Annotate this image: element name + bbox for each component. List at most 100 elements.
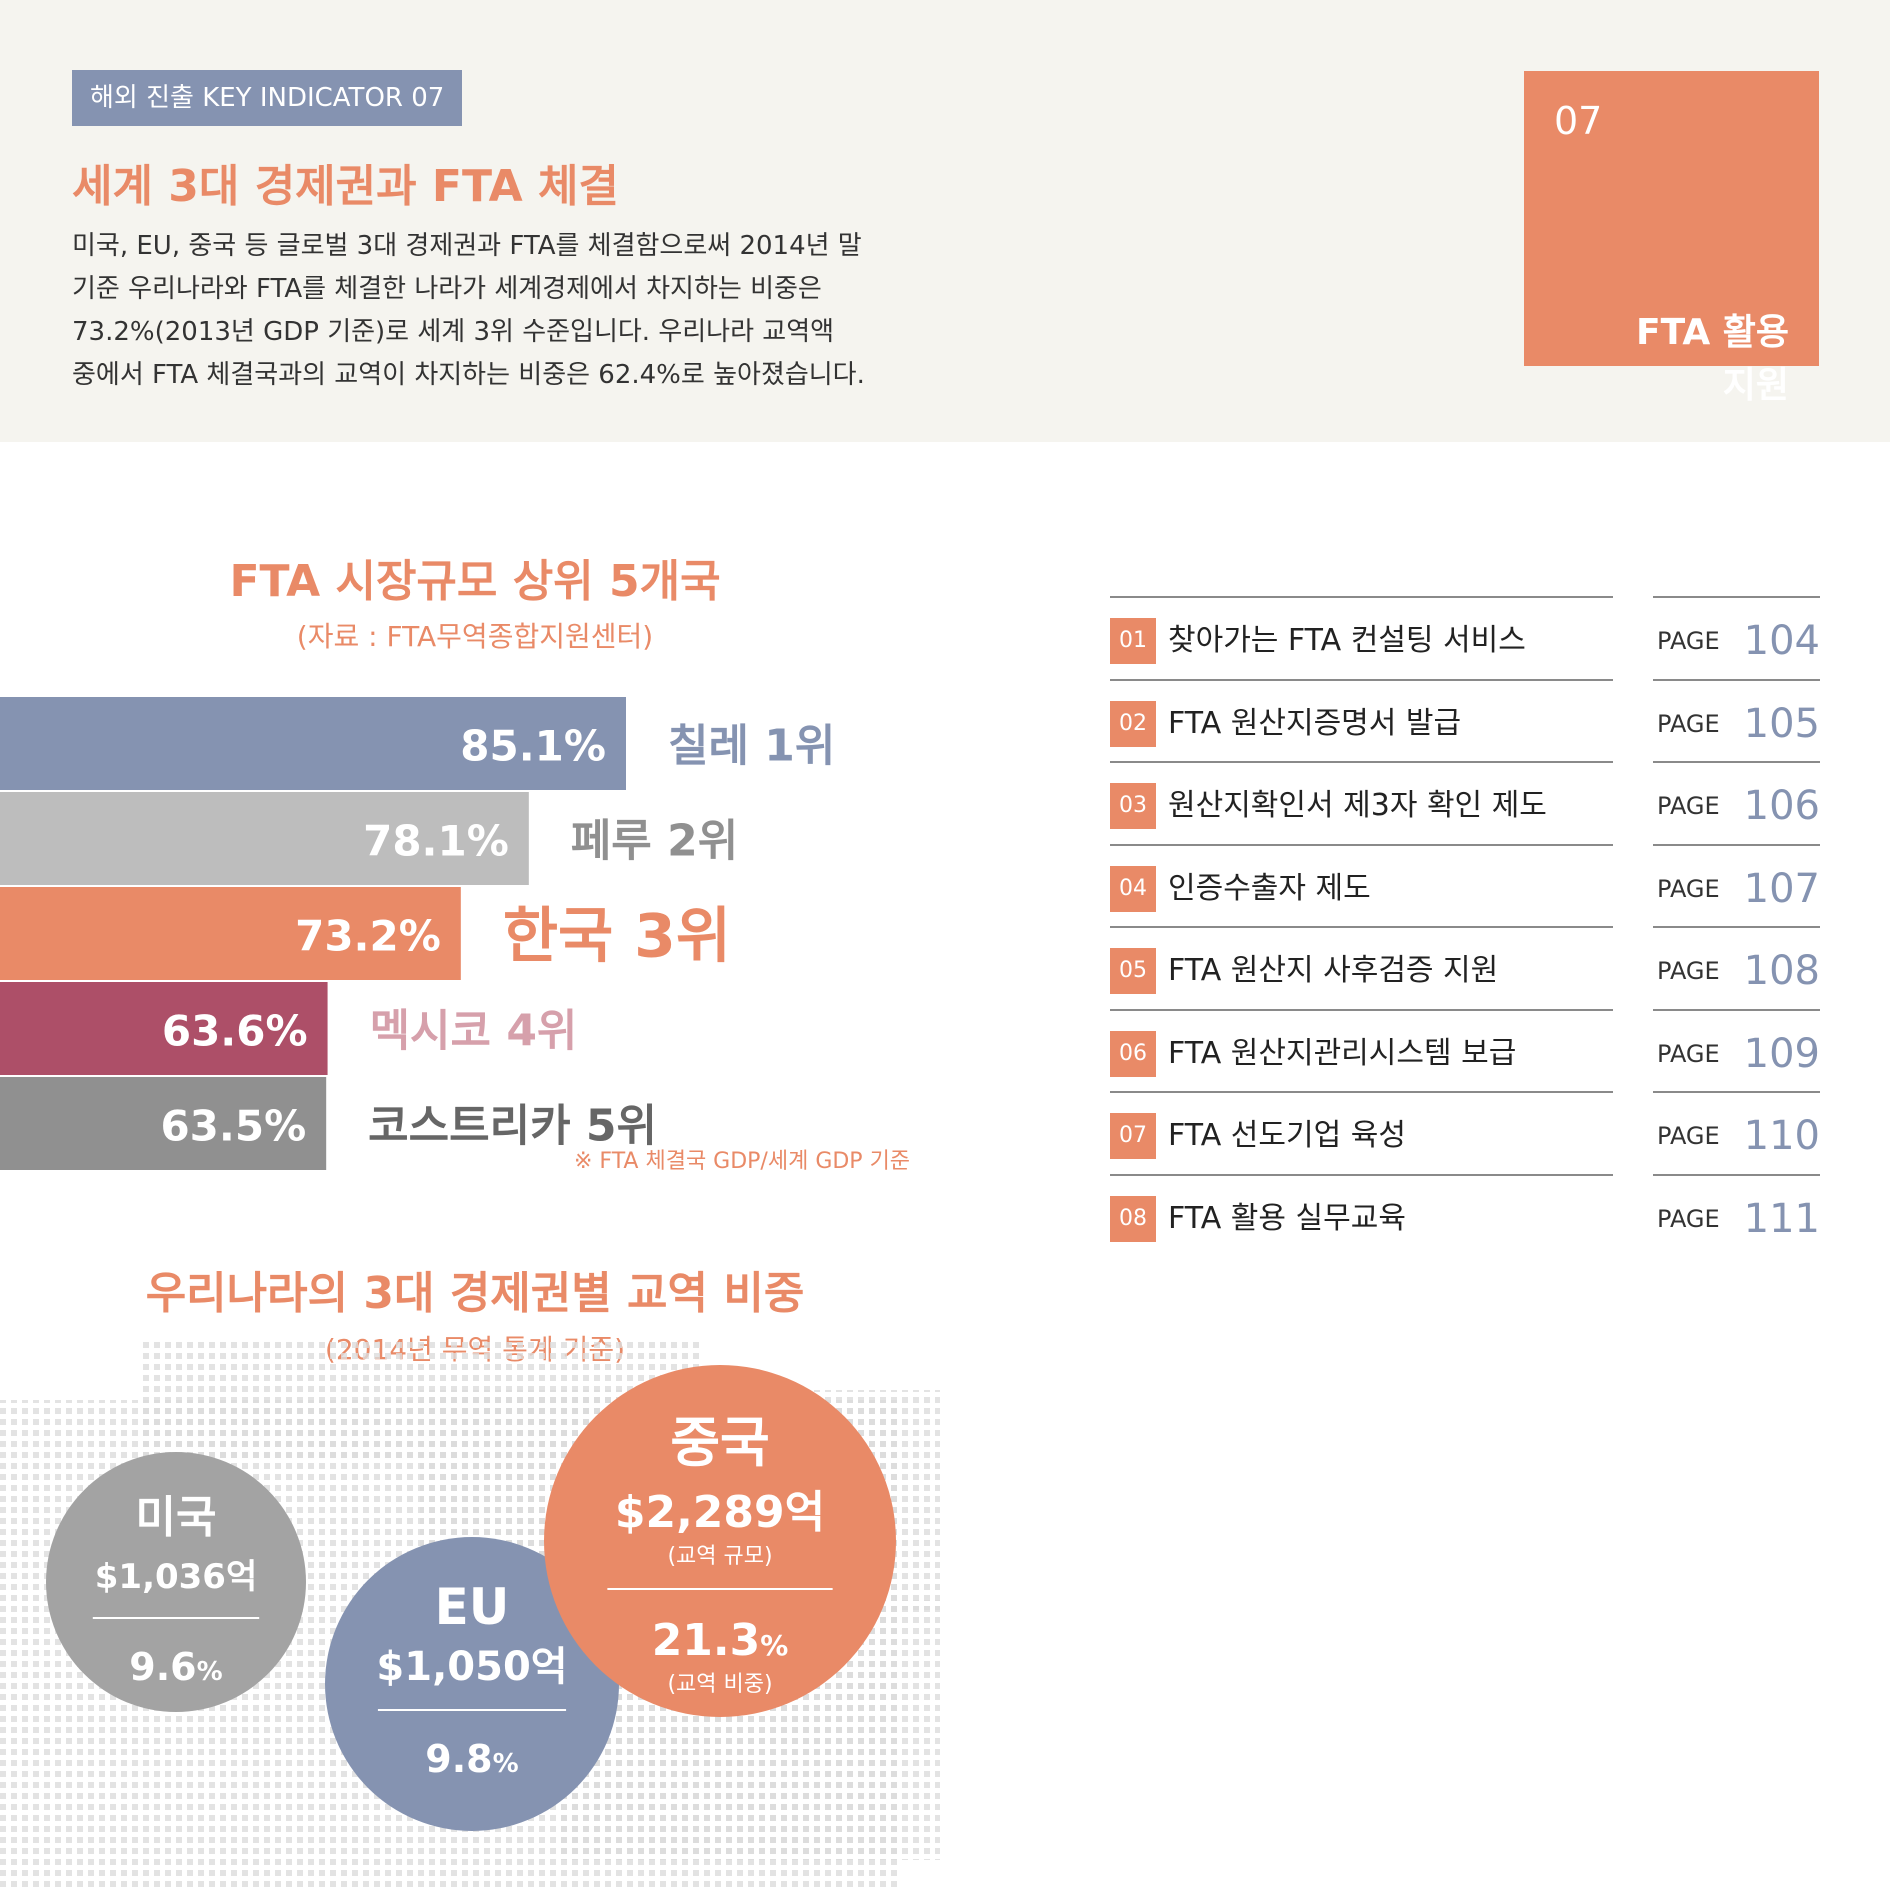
divider (1653, 843, 1820, 846)
bubble-amount-caption: (교역 규모) (667, 1544, 772, 1569)
bubble-share-value: 9.6 (129, 1645, 196, 1689)
bar-value-label: 78.1% (363, 817, 509, 866)
bar-category-label: 칠레 1위 (668, 721, 835, 772)
toc-item[interactable]: 02 FTA 원산지증명서 발급 PAGE 105 (1110, 678, 1820, 762)
bubble-amount: $2,289억 (615, 1487, 825, 1538)
toc-page-label: PAGE (1657, 709, 1720, 738)
toc-page-number: 111 (1743, 1195, 1820, 1242)
bar-chart-title: FTA 시장규모 상위 5개국 (229, 556, 721, 607)
toc-page-label: PAGE (1657, 1039, 1720, 1068)
toc-page-number: 104 (1743, 618, 1820, 664)
toc-page-label: PAGE (1657, 792, 1720, 820)
divider (1653, 596, 1820, 598)
toc-item[interactable]: 05 FTA 원산지 사후검증 지원 PAGE 108 (1110, 926, 1820, 1009)
toc-label: 찾아가는 FTA 컨설팅 서비스 (1168, 623, 1526, 658)
divider (1653, 678, 1820, 681)
page-title: 세계 3대 경제권과 FTA 체결 (72, 161, 619, 212)
toc-number: 08 (1110, 1195, 1156, 1242)
toc-page-number: 106 (1743, 783, 1820, 829)
bar-value-label: 63.6% (162, 1007, 308, 1056)
divider (1110, 843, 1613, 846)
divider (1110, 1008, 1613, 1011)
toc-number: 01 (1110, 618, 1156, 664)
bar-value-label: 63.5% (160, 1102, 306, 1151)
divider (1653, 1008, 1820, 1011)
toc-number: 06 (1110, 1030, 1156, 1077)
bar-chart-note: ※ FTA 체결국 GDP/세계 GDP 기준 (574, 1149, 911, 1174)
bar-value-label: 73.2% (295, 912, 441, 961)
bubble-share: 9.8% (425, 1737, 518, 1781)
indicator-tag: 해외 진출 KEY INDICATOR 07 (72, 70, 463, 126)
divider (1653, 761, 1820, 763)
bubble-share: 21.3% (652, 1615, 789, 1666)
bubble-amount: $1,036억 (95, 1557, 257, 1597)
toc-item[interactable]: 03 원산지확인서 제3자 확인 제도 PAGE 106 (1110, 761, 1820, 844)
bar-category-label: 멕시코 4위 (370, 1006, 578, 1057)
bubble (46, 1452, 306, 1712)
toc-item[interactable]: 07 FTA 선도기업 육성 PAGE 110 (1110, 1091, 1820, 1174)
section-box: 07 FTA 활용 지원 (1524, 71, 1819, 406)
bubble (325, 1537, 619, 1831)
toc-item[interactable]: 08 FTA 활용 실무교육 PAGE 111 (1110, 1173, 1820, 1257)
bubble-chart-title: 우리나라의 3대 경제권별 교역 비중 (145, 1268, 805, 1319)
bubble-name: 미국 (136, 1492, 217, 1543)
toc-page-number: 107 (1743, 865, 1820, 912)
toc-page-number: 110 (1743, 1113, 1820, 1159)
section-label-line1: FTA 활용 (1636, 312, 1789, 353)
bubble-share-caption: (교역 비중) (667, 1672, 772, 1697)
divider (1110, 596, 1613, 598)
divider (1653, 926, 1820, 928)
bar (0, 1077, 327, 1170)
toc-label: 원산지확인서 제3자 확인 제도 (1168, 788, 1547, 823)
toc-label: FTA 활용 실무교육 (1168, 1200, 1406, 1236)
divider (1653, 1091, 1820, 1093)
bubble-share-value: 9.8 (425, 1737, 492, 1781)
description-line: 중에서 FTA 체결국과의 교역이 차지하는 비중은 62.4%로 높아졌습니다… (72, 360, 865, 390)
divider (1110, 926, 1613, 928)
bubble-amount: $1,050억 (376, 1644, 567, 1690)
bubble-share: 9.6% (129, 1645, 222, 1689)
section-label-line2: 지원 (1722, 365, 1789, 406)
bar-chart-subtitle: (자료 : FTA무역종합지원센터) (296, 620, 654, 653)
toc-page-number: 109 (1743, 1030, 1820, 1077)
toc-label: FTA 원산지증명서 발급 (1168, 705, 1462, 741)
toc-page-label: PAGE (1657, 957, 1720, 985)
toc-item[interactable]: 01 찾아가는 FTA 컨설팅 서비스 PAGE 104 (1110, 596, 1820, 679)
bubble-share-unit: % (493, 1749, 519, 1779)
toc-page-number: 105 (1743, 700, 1820, 747)
toc-page-label: PAGE (1657, 627, 1720, 655)
toc-list: 01 찾아가는 FTA 컨설팅 서비스 PAGE 104 02 FTA 원산지증… (1110, 596, 1820, 1256)
toc-page-number: 108 (1743, 948, 1820, 994)
bubble-share-value: 21.3 (652, 1615, 761, 1666)
bar (0, 887, 461, 980)
bar (0, 982, 328, 1075)
bar-category-label: 코스트리카 5위 (368, 1101, 657, 1152)
bar (0, 697, 626, 790)
bar-category-label: 페루 2위 (571, 816, 738, 867)
toc-number: 05 (1110, 948, 1156, 994)
bar (0, 792, 529, 885)
section-number: 07 (1554, 99, 1603, 143)
description-line: 미국, EU, 중국 등 글로벌 3대 경제권과 FTA를 체결함으로써 201… (72, 231, 862, 261)
toc-label: FTA 원산지관리시스템 보급 (1168, 1035, 1517, 1071)
toc-label: FTA 원산지 사후검증 지원 (1168, 953, 1499, 988)
toc-label: FTA 선도기업 육성 (1168, 1118, 1406, 1153)
toc-page-label: PAGE (1657, 1122, 1720, 1150)
bar-category-label: 한국 3위 (503, 902, 731, 972)
toc-page-label: PAGE (1657, 874, 1720, 903)
toc-page-label: PAGE (1657, 1204, 1720, 1233)
description: 미국, EU, 중국 등 글로벌 3대 경제권과 FTA를 체결함으로써 201… (72, 225, 892, 397)
bubble-name: EU (435, 1578, 510, 1636)
divider (1110, 761, 1613, 763)
toc-number: 03 (1110, 783, 1156, 829)
description-line: 73.2%(2013년 GDP 기준)로 세계 3위 수준입니다. 우리나라 교… (72, 317, 835, 347)
toc-item[interactable]: 06 FTA 원산지관리시스템 보급 PAGE 109 (1110, 1008, 1820, 1092)
bubble (544, 1365, 896, 1717)
toc-number: 07 (1110, 1113, 1156, 1159)
toc-label: 인증수출자 제도 (1168, 870, 1371, 906)
toc-number: 04 (1110, 865, 1156, 912)
bubble-share-unit: % (760, 1629, 788, 1662)
toc-item[interactable]: 04 인증수출자 제도 PAGE 107 (1110, 843, 1820, 927)
bar-value-label: 85.1% (460, 722, 606, 771)
